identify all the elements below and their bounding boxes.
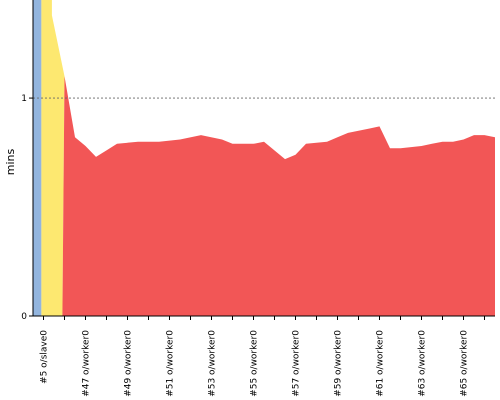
x-tick-label: #57 o/worker0 [292, 330, 302, 397]
x-tick-label: #53 o/worker0 [208, 330, 218, 397]
x-tick-label: #47 o/worker0 [82, 330, 92, 397]
area-series-3 [62, 76, 496, 316]
x-tick-label: #55 o/worker0 [250, 330, 260, 397]
area-series-1 [33, 0, 42, 316]
y-tick-label: 0 [21, 312, 27, 322]
area-series-2 [41, 0, 65, 316]
y-tick-label: 1 [21, 94, 27, 104]
tick-labels: 0 1 #5 o/slave0 #47 o/worker0 #49 o/worker0 #… [21, 94, 485, 397]
x-tick-label: #5 o/slave0 [40, 330, 50, 384]
x-tick-label: #59 o/worker0 [334, 330, 344, 397]
x-tick-label: #51 o/worker0 [166, 330, 176, 397]
x-tick-label: #65 o/worker0 [460, 330, 470, 397]
x-tick-label: #63 o/worker0 [418, 330, 428, 397]
axes [32, 0, 495, 317]
y-axis-label: mins [4, 148, 17, 175]
area-series-layer [33, 0, 496, 316]
x-tick-label: #61 o/worker0 [376, 330, 386, 397]
x-tick-label: #49 o/worker0 [124, 330, 134, 397]
